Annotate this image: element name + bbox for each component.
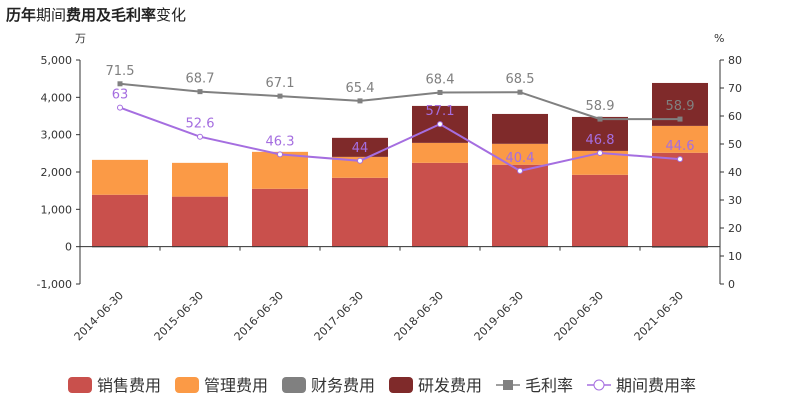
left-tick-label: 0 (65, 241, 72, 254)
legend-label: 财务费用 (311, 376, 375, 395)
right-tick-label: 80 (728, 54, 742, 67)
bar-研发费用 (572, 116, 628, 151)
x-tick-label: 2015-06-30 (152, 289, 206, 343)
x-tick-label: 2016-06-30 (232, 289, 286, 343)
point-毛利率 (277, 93, 283, 99)
legend-label: 期间费用率 (616, 376, 696, 395)
point-期间费用率 (357, 157, 363, 164)
x-tick-label: 2020-06-30 (552, 289, 606, 343)
bar-销售费用 (412, 162, 468, 247)
point-期间费用率 (117, 104, 123, 111)
left-tick-label: 1,000 (41, 203, 73, 216)
data-label: 46.3 (266, 134, 295, 149)
legend-label: 毛利率 (525, 376, 573, 395)
right-unit: % (714, 32, 724, 45)
x-tick-label: 2019-06-30 (472, 289, 526, 343)
right-tick-label: 0 (728, 278, 735, 291)
bar-管理费用 (92, 159, 148, 195)
bar-管理费用 (332, 156, 388, 178)
data-label: 63 (112, 88, 129, 103)
legend-swatch (175, 377, 199, 393)
point-期间费用率 (277, 151, 283, 158)
data-label: 58.9 (666, 99, 695, 114)
point-期间费用率 (197, 133, 203, 140)
right-tick-label: 20 (728, 222, 742, 235)
data-label: 44 (352, 141, 369, 156)
bar-销售费用 (252, 188, 308, 247)
data-label: 68.7 (186, 72, 215, 87)
bar-销售费用 (172, 196, 228, 247)
data-label: 68.5 (506, 72, 535, 87)
legend-label: 销售费用 (97, 376, 161, 395)
right-tick-label: 40 (728, 166, 742, 179)
legend-marker (503, 380, 513, 390)
left-tick-label: 5,000 (41, 54, 73, 67)
bar-研发费用 (492, 113, 548, 144)
bar-研发费用 (332, 137, 388, 157)
right-tick-label: 10 (728, 250, 742, 263)
point-毛利率 (357, 98, 363, 104)
data-label: 65.4 (346, 81, 375, 96)
point-毛利率 (517, 89, 523, 95)
legend-marker (593, 379, 605, 391)
left-tick-label: -1,000 (37, 278, 72, 291)
bar-销售费用 (652, 152, 708, 247)
data-label: 71.5 (106, 64, 135, 79)
bar-管理费用 (172, 162, 228, 197)
bar-财务费用 (652, 246, 708, 248)
legend-swatch (389, 377, 413, 393)
data-label: 46.8 (586, 133, 615, 148)
point-毛利率 (437, 89, 443, 95)
data-label: 52.6 (186, 117, 215, 132)
right-tick-label: 70 (728, 82, 742, 95)
x-tick-label: 2017-06-30 (312, 289, 366, 343)
legend-swatch (68, 377, 92, 393)
legend-label: 研发费用 (418, 376, 482, 395)
bar-管理费用 (652, 125, 708, 153)
data-label: 44.6 (666, 139, 695, 154)
data-label: 68.4 (426, 72, 455, 87)
legend-label: 管理费用 (204, 376, 268, 395)
bar-销售费用 (572, 174, 628, 247)
left-tick-label: 3,000 (41, 129, 73, 142)
point-期间费用率 (597, 149, 603, 156)
chart-title: 历年期间费用及毛利率变化 (6, 6, 186, 24)
data-label: 67.1 (266, 76, 295, 91)
point-毛利率 (597, 116, 603, 122)
x-tick-label: 2021-06-30 (632, 289, 686, 343)
left-unit: 万 (75, 32, 86, 45)
right-tick-label: 30 (728, 194, 742, 207)
line-期间费用率 (119, 106, 681, 172)
data-label: 40.4 (506, 151, 535, 166)
point-期间费用率 (437, 121, 443, 128)
bar-管理费用 (492, 143, 548, 165)
bar-销售费用 (92, 194, 148, 247)
point-期间费用率 (677, 156, 683, 163)
legend-swatch (282, 377, 306, 393)
point-期间费用率 (517, 167, 523, 174)
right-tick-label: 60 (728, 110, 742, 123)
left-tick-label: 2,000 (41, 166, 73, 179)
left-tick-label: 4,000 (41, 91, 73, 104)
title-part: 历年 (6, 6, 36, 24)
title-part: 费用及毛利率 (66, 6, 156, 24)
line-毛利率 (119, 82, 680, 121)
point-毛利率 (197, 89, 203, 95)
title-part: 变化 (156, 6, 186, 24)
title-part: 期间 (36, 6, 66, 24)
bar-销售费用 (492, 164, 548, 247)
bar-销售费用 (332, 177, 388, 247)
x-tick-label: 2014-06-30 (72, 289, 126, 343)
x-tick-label: 2018-06-30 (392, 289, 446, 343)
data-label: 58.9 (586, 99, 615, 114)
bar-管理费用 (412, 142, 468, 163)
bar-管理费用 (252, 151, 308, 189)
point-毛利率 (677, 116, 683, 122)
data-label: 57.1 (426, 104, 455, 119)
right-tick-label: 50 (728, 138, 742, 151)
point-毛利率 (117, 81, 123, 87)
